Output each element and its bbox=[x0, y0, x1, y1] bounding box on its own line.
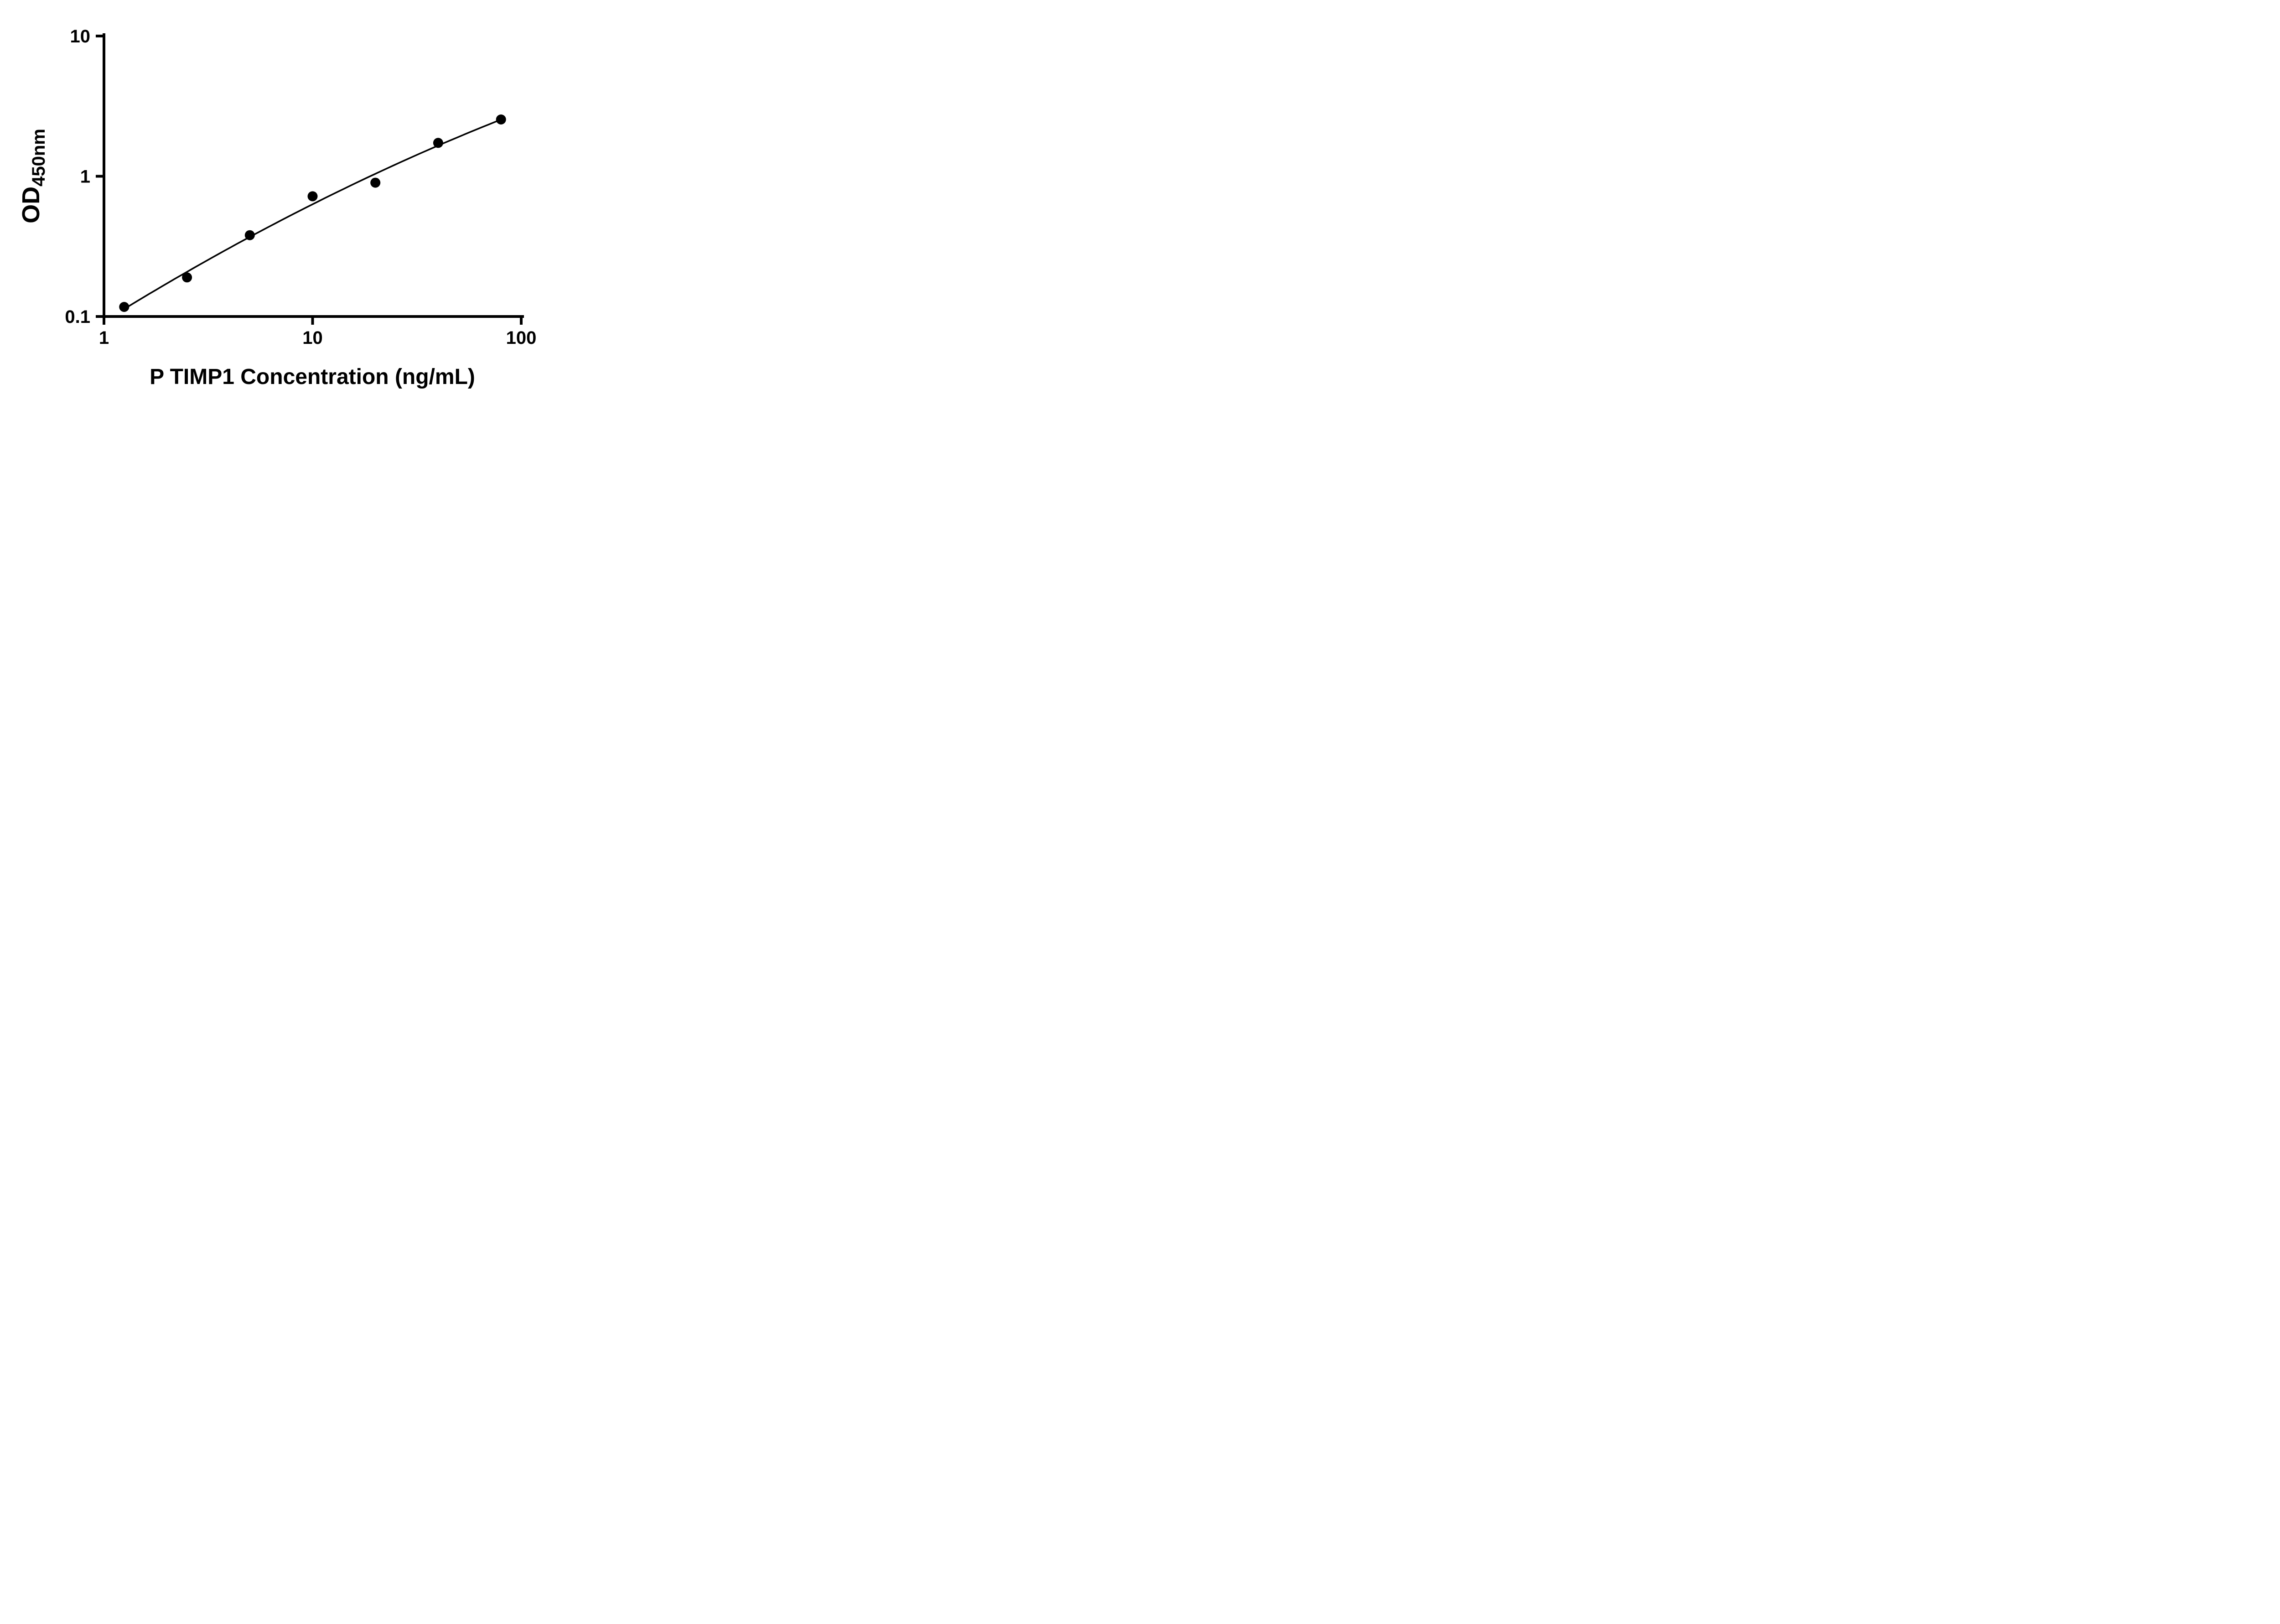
data-point bbox=[433, 138, 443, 148]
data-point bbox=[307, 191, 318, 202]
data-point bbox=[119, 302, 130, 312]
data-point bbox=[370, 177, 381, 188]
data-point bbox=[182, 272, 192, 283]
axis-ticks: 1 10 100 10 1 0.1 bbox=[65, 26, 536, 348]
y-axis-title: OD450nm bbox=[17, 129, 49, 223]
y-tick-label: 0.1 bbox=[65, 307, 90, 327]
y-tick-label: 1 bbox=[80, 167, 90, 187]
x-tick-label: 1 bbox=[99, 328, 109, 348]
data-points bbox=[119, 114, 506, 312]
data-point bbox=[244, 230, 255, 240]
y-tick-label: 10 bbox=[70, 26, 91, 47]
x-axis-title: P TIMP1 Concentration (ng/mL) bbox=[150, 365, 475, 389]
x-tick-label: 10 bbox=[302, 328, 323, 348]
fit-curve bbox=[123, 119, 502, 310]
standard-curve-chart: 1 10 100 10 1 0.1 P TIMP1 Concentration (ng/m… bbox=[17, 26, 536, 389]
elisa-standard-curve-figure: 1 10 100 10 1 0.1 P TIMP1 Concentration (ng/m… bbox=[0, 0, 576, 406]
y-axis-title-subscript: 450nm bbox=[29, 129, 49, 187]
y-axis-title-main: OD bbox=[17, 187, 45, 223]
x-tick-label: 100 bbox=[506, 328, 537, 348]
data-point bbox=[496, 114, 506, 125]
